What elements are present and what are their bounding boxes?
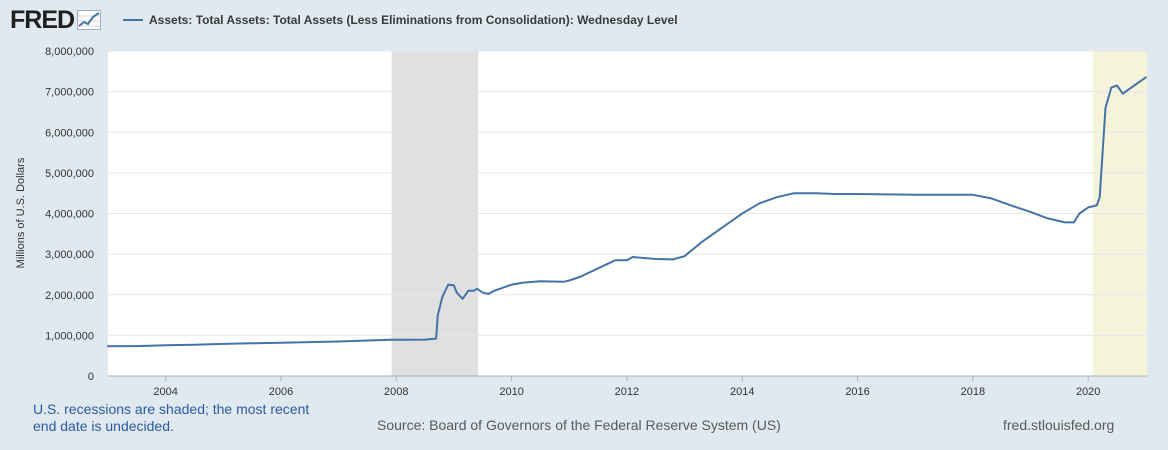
y-tick-label: 4,000,000	[45, 209, 94, 221]
fred-logo[interactable]: FRED	[10, 6, 102, 34]
legend-item: Assets: Total Assets: Total Assets (Less…	[123, 6, 678, 34]
y-tick-label: 8,000,000	[45, 46, 94, 58]
recession-note: U.S. recessions are shaded; the most rec…	[33, 401, 310, 434]
y-tick-label: 2,000,000	[45, 290, 94, 302]
line-chart-icon	[77, 10, 102, 30]
x-tick-label: 2004	[153, 386, 177, 395]
x-tick-label: 2012	[615, 386, 639, 395]
chart-header: FRED Assets: Total Assets: Total Assets …	[10, 6, 1150, 34]
series-title: Assets: Total Assets: Total Assets (Less…	[149, 13, 678, 27]
y-axis-label: Millions of U.S. Dollars	[15, 157, 27, 268]
source-note: Source: Board of Governors of the Federa…	[377, 417, 781, 433]
y-tick-label: 5,000,000	[45, 168, 94, 180]
x-tick-label: 2014	[730, 386, 754, 395]
legend-swatch	[123, 19, 143, 21]
y-tick-label: 6,000,000	[45, 127, 94, 139]
x-tick-label: 2006	[269, 386, 293, 395]
line-chart[interactable]: 0 1,000,000 2,000,000 3,000,000 4,000,000 5,0…	[0, 40, 1168, 395]
y-tick-label: 1,000,000	[45, 330, 94, 342]
y-tick-label: 3,000,000	[45, 249, 94, 261]
x-tick-label: 2010	[499, 386, 523, 395]
y-tick-label: 7,000,000	[45, 87, 94, 99]
fred-logo-text: FRED	[10, 6, 75, 34]
fred-url-link[interactable]: fred.stlouisfed.org	[1003, 417, 1115, 433]
series-line-0[interactable]	[107, 76, 1147, 348]
x-tick-label: 2016	[845, 386, 869, 395]
y-tick-label: 0	[88, 371, 94, 383]
x-tick-label: 2018	[961, 386, 985, 395]
x-tick-label: 2020	[1076, 386, 1100, 395]
x-tick-label: 2008	[384, 386, 408, 395]
